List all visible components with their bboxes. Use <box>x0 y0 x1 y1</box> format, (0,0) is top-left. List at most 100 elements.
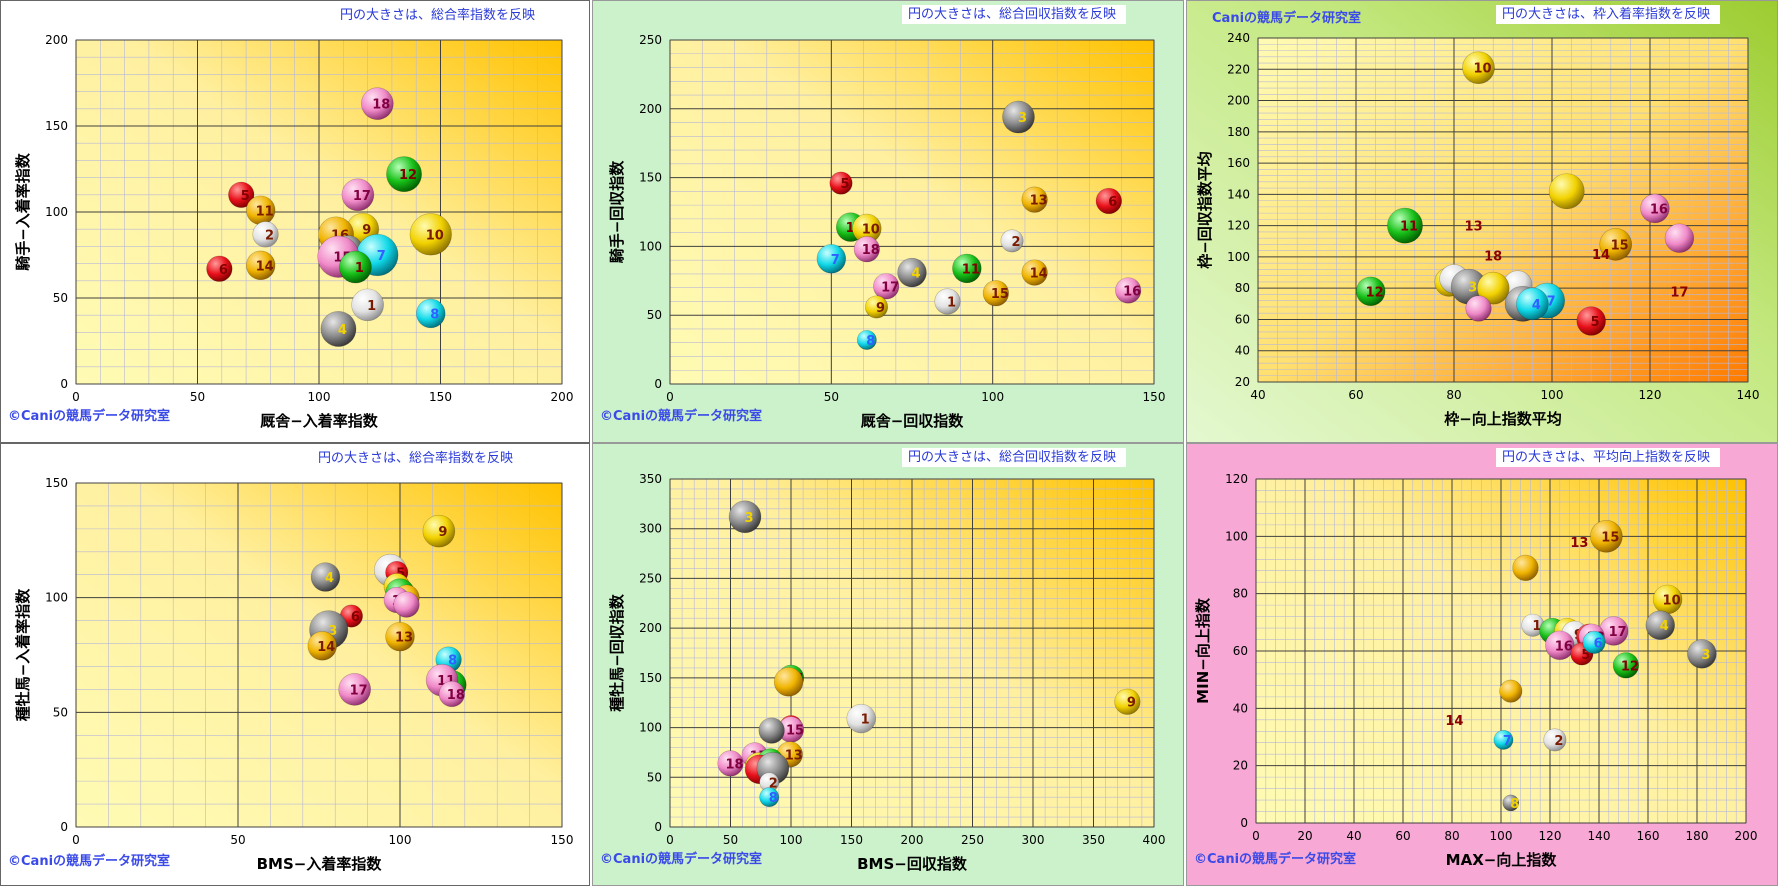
data-bubble[interactable] <box>1612 652 1640 679</box>
data-bubble[interactable] <box>865 295 889 319</box>
data-bubble[interactable] <box>728 500 762 534</box>
data-bubble[interactable] <box>717 750 744 777</box>
data-bubble[interactable] <box>1640 193 1670 224</box>
data-bubble[interactable] <box>307 631 337 661</box>
data-bubble[interactable] <box>1465 295 1492 322</box>
data-bubble[interactable] <box>1582 630 1606 654</box>
data-bubble[interactable] <box>897 257 927 288</box>
data-bubble[interactable] <box>1462 51 1495 85</box>
data-bubble[interactable] <box>385 621 415 652</box>
data-bubble[interactable] <box>339 250 372 284</box>
data-label: 1 <box>861 713 870 728</box>
x-axis-label: 枠−向上指数平均 <box>1444 410 1562 428</box>
data-bubble[interactable] <box>1115 277 1142 304</box>
data-bubble[interactable] <box>245 250 276 281</box>
data-bubble[interactable] <box>1687 639 1717 669</box>
data-bubble[interactable] <box>853 236 880 263</box>
data-bubble[interactable] <box>1476 271 1510 305</box>
data-bubble[interactable] <box>1114 688 1141 715</box>
data-bubble[interactable] <box>856 330 877 350</box>
data-label: 14 <box>1445 714 1463 729</box>
y-tick-label: 160 <box>1227 156 1250 170</box>
data-bubble[interactable] <box>816 244 847 274</box>
data-bubble[interactable] <box>952 253 982 284</box>
data-bubble[interactable] <box>1512 554 1539 581</box>
plot-area <box>1257 37 1749 383</box>
y-tick-label: 250 <box>639 571 662 585</box>
y-tick-label: 100 <box>1225 529 1248 543</box>
data-bubble[interactable] <box>758 717 785 744</box>
data-bubble[interactable] <box>310 562 341 592</box>
data-bubble[interactable] <box>438 680 465 708</box>
data-bubble[interactable] <box>320 311 357 347</box>
data-bubble[interactable] <box>1095 187 1122 215</box>
data-bubble[interactable] <box>351 288 384 322</box>
data-label: 4 <box>1660 619 1669 634</box>
data-bubble[interactable] <box>1502 794 1520 812</box>
x-tick-label: 100 <box>389 833 412 847</box>
y-tick-label: 350 <box>639 472 662 486</box>
data-bubble[interactable] <box>1493 729 1514 750</box>
caption-box <box>902 448 1126 467</box>
data-bubble[interactable] <box>1002 100 1035 134</box>
chart-caption: 円の大きさは、総合回収指数を反映 <box>908 7 1116 22</box>
data-bubble[interactable] <box>873 273 900 300</box>
y-axis-label: 種牡馬−回収指数 <box>608 593 626 712</box>
data-bubble[interactable] <box>1590 520 1623 553</box>
x-tick-label: 160 <box>1637 829 1660 843</box>
data-bubble[interactable] <box>982 280 1009 307</box>
x-tick-label: 100 <box>780 833 803 847</box>
data-bubble[interactable] <box>1021 259 1048 286</box>
data-bubble[interactable] <box>361 87 394 120</box>
data-bubble[interactable] <box>422 514 456 548</box>
data-bubble[interactable] <box>228 181 255 208</box>
data-bubble[interactable] <box>1576 306 1606 336</box>
data-bubble[interactable] <box>1021 186 1048 213</box>
data-bubble[interactable] <box>1499 679 1523 703</box>
data-bubble[interactable] <box>846 703 876 734</box>
data-bubble[interactable] <box>1000 229 1024 253</box>
data-bubble[interactable] <box>1516 287 1549 321</box>
data-points: 954126313148111817 <box>307 514 467 708</box>
data-bubble[interactable] <box>1548 173 1585 210</box>
data-bubble[interactable] <box>1599 228 1633 261</box>
data-label: 9 <box>362 223 371 238</box>
data-bubble[interactable] <box>206 255 233 282</box>
y-tick-label: 50 <box>647 308 662 322</box>
data-bubble[interactable] <box>1545 630 1575 660</box>
data-label: 2 <box>1554 734 1563 749</box>
data-bubble[interactable] <box>1543 728 1567 752</box>
data-bubble[interactable] <box>338 673 371 706</box>
data-label: 1 <box>367 299 376 314</box>
data-bubble[interactable] <box>773 667 804 697</box>
data-bubble[interactable] <box>1387 207 1423 244</box>
y-tick-label: 220 <box>1227 62 1250 76</box>
watermark: ©Caniの競馬データ研究室 <box>600 851 762 867</box>
x-axis-label: 厩舎−回収指数 <box>861 412 965 430</box>
data-bubble[interactable] <box>416 298 446 329</box>
data-bubble[interactable] <box>829 171 853 195</box>
data-bubble[interactable] <box>393 591 420 618</box>
chart-caption: 円の大きさは、総合回収指数を反映 <box>908 450 1116 465</box>
data-bubble[interactable] <box>341 178 375 212</box>
x-tick-label: 140 <box>1737 388 1760 402</box>
data-bubble[interactable] <box>409 213 452 256</box>
data-label: 11 <box>1400 220 1418 235</box>
data-label: 9 <box>876 301 885 316</box>
data-bubble[interactable] <box>1356 276 1386 307</box>
data-bubble[interactable] <box>252 221 279 248</box>
y-tick-label: 50 <box>53 291 68 305</box>
data-bubble[interactable] <box>934 288 961 315</box>
data-bubble[interactable] <box>386 156 422 193</box>
data-label: 3 <box>1468 281 1477 296</box>
x-axis-label: BMS−入着率指数 <box>257 855 383 873</box>
data-label: 5 <box>840 177 849 192</box>
chart-panel-6: 0 20 40 60 80 100 120 140 160 180 200 0 20 40 60 80 100 1… <box>1186 443 1778 886</box>
data-bubble[interactable] <box>1645 610 1675 640</box>
data-bubble[interactable] <box>1664 223 1695 253</box>
data-points: 351361210218711414171615198 <box>816 100 1142 350</box>
y-tick-label: 150 <box>45 119 68 133</box>
data-bubble[interactable] <box>759 787 780 808</box>
y-tick-label: 200 <box>45 33 68 47</box>
data-label: 17 <box>353 189 371 204</box>
